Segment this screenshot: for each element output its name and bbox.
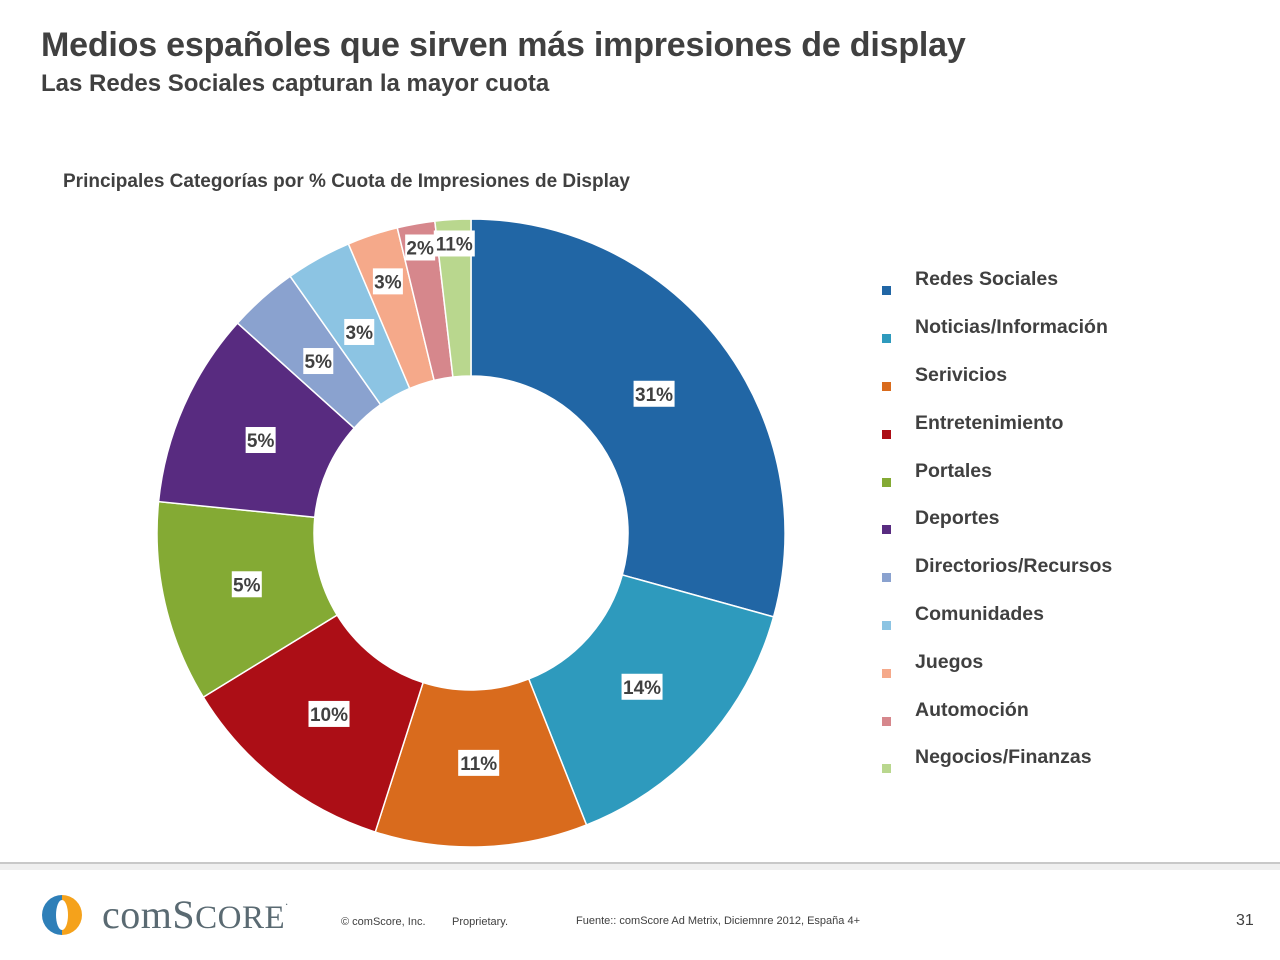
logo-part: . [285,894,289,908]
footer-divider [0,862,1280,864]
legend-label: Automoción [915,698,1029,721]
slide-subtitle: Las Redes Sociales capturan la mayor cuo… [41,70,550,97]
legend-swatch [882,668,891,678]
data-label-portales: 5% [231,571,262,598]
legend-swatch [882,381,891,391]
data-label-box [405,234,436,261]
legend-item-deportes: Deportes [882,507,1112,555]
chart-legend: Redes Sociales Noticias/Información Serivi… [882,268,1112,794]
legend-label: Entretenimiento [915,411,1064,434]
data-label-box [308,700,350,727]
comscore-logo-wordmark: comSCORE. [102,895,289,935]
legend-label: Comunidades [915,602,1044,625]
legend-swatch [882,620,891,630]
legend-item-directorios-recursos: Directorios/Recursos [882,555,1112,603]
legend-item-serivicios: Serivicios [882,364,1112,412]
footer-band [0,864,1280,870]
legend-swatch [882,573,891,583]
data-label-text: 10% [310,705,348,726]
legend-label: Redes Sociales [915,268,1059,291]
data-label-juegos: 3% [372,268,403,295]
data-label-deportes: 5% [245,427,276,454]
legend-item-negocios-finanzas: Negocios/Finanzas [882,746,1112,794]
logo-part: S [172,892,196,937]
legend-label: Directorios/Recursos [915,555,1113,578]
data-label-text: 11% [460,754,497,775]
data-label-text: 2% [406,238,434,259]
legend-swatch [882,286,891,296]
data-label-text: 14% [623,678,661,699]
data-label-automocion: 2% [405,234,436,261]
legend-swatch [882,334,891,344]
legend-item-comunidades: Comunidades [882,603,1112,651]
data-label-text: 5% [247,431,275,452]
data-label-text: 31% [635,385,673,406]
data-label-box [231,571,262,598]
logo-part: com [102,892,173,937]
slide-title: Medios españoles que sirven más impresio… [41,26,966,64]
data-label-text: 3% [346,323,374,344]
data-label-text: 5% [233,575,261,596]
copyright-text: © comScore, Inc. [341,916,426,928]
logo-part: CORE [195,900,286,936]
data-label-serivicios: 11% [458,749,500,776]
legend-swatch [882,764,891,774]
data-label-directorios-recursos: 5% [303,348,334,375]
comscore-logo: comSCORE. [40,893,289,937]
page-number: 31 [1236,912,1254,929]
donut-slice-redes-sociales [470,218,786,618]
data-label-noticias-informacion: 14% [621,673,663,700]
legend-swatch [882,429,891,439]
legend-item-automocion: Automoción [882,698,1112,746]
data-label-box [433,230,475,257]
data-label-box [372,268,403,295]
data-label-box [344,318,375,345]
data-label-text: 5% [305,352,333,373]
data-label-text: 11% [436,234,473,255]
comscore-logo-icon [42,895,82,935]
data-label-box [245,427,276,454]
proprietary-text: Proprietary. [452,916,509,928]
data-label-comunidades: 3% [344,318,375,345]
legend-item-portales: Portales [882,459,1112,507]
data-label-box [633,380,675,407]
data-label-box [303,348,334,375]
legend-label: Serivicios [915,363,1008,386]
legend-item-juegos: Juegos [882,650,1112,698]
chart-title: Principales Categorías por % Cuota de Im… [63,171,631,192]
legend-label: Negocios/Finanzas [915,746,1092,769]
legend-label: Deportes [915,507,1000,530]
data-label-box [621,673,663,700]
donut-slice-noticias-informacion [527,574,775,826]
legend-item-redes-sociales: Redes Sociales [882,268,1112,316]
source-text: Fuente:: comScore Ad Metrix, Diciemnre 2… [576,915,861,927]
legend-item-entretenimiento: Entretenimiento [882,411,1112,459]
legend-swatch [882,477,891,487]
donut-slice-negocios-finanzas [433,218,472,378]
data-label-box [458,749,500,776]
data-label-entretenimiento: 10% [308,700,350,727]
data-label-negocios-finanzas: 11% [433,230,475,257]
legend-swatch [882,716,891,726]
data-label-redes-sociales: 31% [633,380,675,407]
legend-swatch [882,525,891,535]
legend-label: Juegos [915,650,984,673]
legend-item-noticias-informacion: Noticias/Información [882,316,1112,364]
data-label-text: 3% [374,272,402,293]
legend-label: Noticias/Información [915,316,1108,339]
legend-label: Portales [915,459,992,482]
